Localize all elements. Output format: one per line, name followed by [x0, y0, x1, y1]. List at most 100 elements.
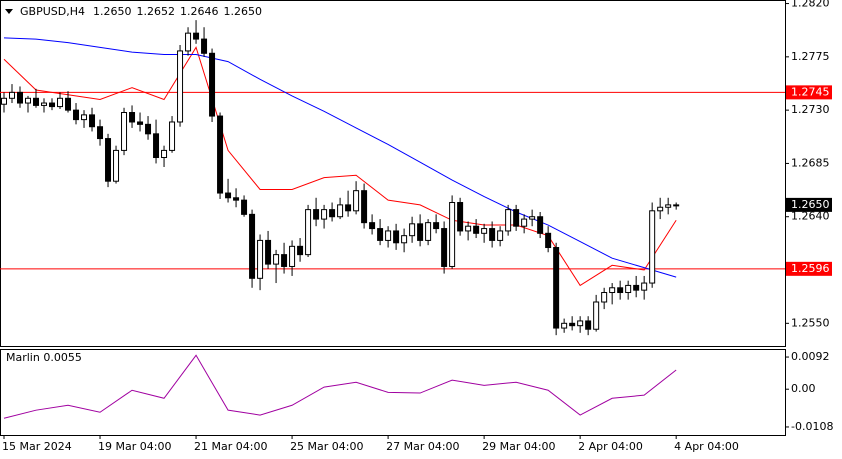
level-label-bg — [786, 85, 832, 100]
y-tick-label: 1.2685 — [791, 156, 830, 169]
candle-body — [241, 199, 248, 215]
candle-body — [57, 97, 64, 108]
candle-body — [361, 190, 368, 224]
candle-body — [401, 235, 408, 244]
candle-body — [545, 232, 552, 249]
y-tick-label: 1.2640 — [791, 210, 830, 223]
candle-body — [273, 254, 280, 265]
candle-body — [121, 112, 128, 151]
candle-body — [593, 301, 600, 330]
candle-body — [633, 284, 640, 291]
chart-header: GBPUSD,H4 1.2650 1.2652 1.2646 1.2650 — [20, 5, 262, 18]
candle-body — [249, 213, 256, 279]
candle-body — [169, 121, 176, 151]
candle-body — [25, 97, 32, 104]
candle-body — [625, 284, 632, 294]
y-tick-label: 1.2730 — [791, 103, 830, 116]
candle-body — [521, 218, 528, 227]
candle-body — [33, 97, 40, 106]
candle-body — [561, 322, 568, 329]
candle-body — [641, 282, 648, 291]
candle-body — [113, 149, 120, 182]
candle-body — [529, 216, 536, 220]
candle-body — [673, 204, 680, 207]
candle-body — [193, 32, 200, 40]
candle-body — [73, 109, 80, 121]
symbol: GBPUSD,H4 — [20, 5, 85, 18]
candle-body — [377, 228, 384, 241]
candle-body — [153, 133, 160, 159]
indicator-line — [3, 46, 677, 287]
candle-body — [449, 202, 456, 267]
quote-high: 1.2652 — [136, 5, 175, 18]
candle-body — [289, 245, 296, 267]
candle-body — [177, 50, 184, 123]
candle-body — [513, 209, 520, 227]
candle-body — [321, 209, 328, 220]
candle-body — [217, 115, 224, 194]
quote-open: 1.2650 — [93, 5, 132, 18]
x-tick-label: 21 Mar 04:00 — [194, 440, 267, 453]
candle-body — [81, 114, 88, 121]
x-tick-label: 15 Mar 2024 — [2, 440, 72, 453]
candle-body — [225, 192, 232, 199]
y-tick-label: 0.00 — [791, 382, 816, 395]
candle-body — [569, 322, 576, 327]
candle-body — [353, 190, 360, 212]
candle-body — [385, 230, 392, 241]
indicator-line — [3, 37, 677, 278]
y-tick-label: 0.0092 — [791, 350, 830, 363]
candle-body — [1, 97, 8, 105]
candle-body — [553, 247, 560, 329]
candle-body — [97, 126, 104, 140]
x-tick-label: 19 Mar 04:00 — [98, 440, 171, 453]
candle-body — [281, 254, 288, 267]
candle-body — [577, 320, 584, 327]
current-price-label: 1.2650 — [791, 198, 830, 211]
candle-body — [657, 206, 664, 212]
level-label: 1.2745 — [791, 85, 830, 98]
x-tick-label: 25 Mar 04:00 — [290, 440, 363, 453]
candle-body — [185, 32, 192, 52]
candle-body — [329, 209, 336, 218]
candle-body — [473, 225, 480, 234]
candle-body — [537, 216, 544, 234]
candle-body — [425, 222, 432, 241]
candle-body — [137, 121, 144, 125]
y-tick-label: -0.0108 — [791, 420, 833, 433]
y-tick-label: 1.2550 — [791, 316, 830, 329]
x-tick-label: 4 Apr 04:00 — [674, 440, 739, 453]
candle-body — [609, 287, 616, 294]
candle-body — [265, 239, 272, 265]
candle-body — [601, 292, 608, 303]
candle-body — [585, 320, 592, 330]
quote-low: 1.2646 — [180, 5, 219, 18]
candle-body — [297, 245, 304, 256]
candle-body — [345, 204, 352, 212]
level-label-bg — [786, 261, 832, 276]
indicator-title: Marlin 0.0055 — [6, 351, 82, 364]
candle-body — [305, 209, 312, 256]
main-panel — [0, 0, 786, 347]
candle-body — [505, 209, 512, 232]
candle-body — [457, 202, 464, 232]
candle-body — [105, 138, 112, 182]
candle-body — [497, 230, 504, 241]
y-tick-label: 1.2775 — [791, 50, 830, 63]
candle-body — [649, 210, 656, 284]
candle-body — [49, 102, 56, 108]
candle-body — [201, 38, 208, 54]
candle-body — [129, 112, 136, 123]
candle-body — [233, 197, 240, 201]
y-tick-label: 1.2820 — [791, 0, 830, 10]
collapse-icon[interactable] — [5, 9, 13, 14]
candle-body — [369, 222, 376, 230]
indicator-line — [3, 354, 677, 419]
candle-body — [441, 228, 448, 267]
candle-body — [65, 97, 72, 111]
candle-body — [417, 223, 424, 241]
candle-body — [313, 209, 320, 220]
candle-body — [393, 230, 400, 244]
